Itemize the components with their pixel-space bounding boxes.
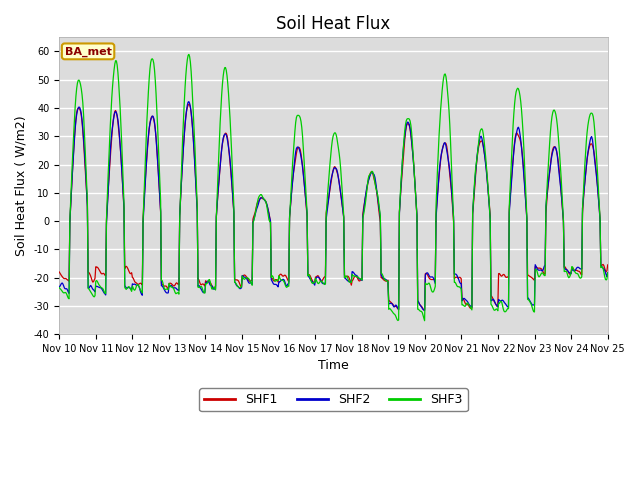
- X-axis label: Time: Time: [318, 360, 349, 372]
- Title: Soil Heat Flux: Soil Heat Flux: [276, 15, 390, 33]
- Legend: SHF1, SHF2, SHF3: SHF1, SHF2, SHF3: [199, 388, 468, 411]
- Y-axis label: Soil Heat Flux ( W/m2): Soil Heat Flux ( W/m2): [15, 115, 28, 256]
- Text: BA_met: BA_met: [65, 46, 111, 57]
